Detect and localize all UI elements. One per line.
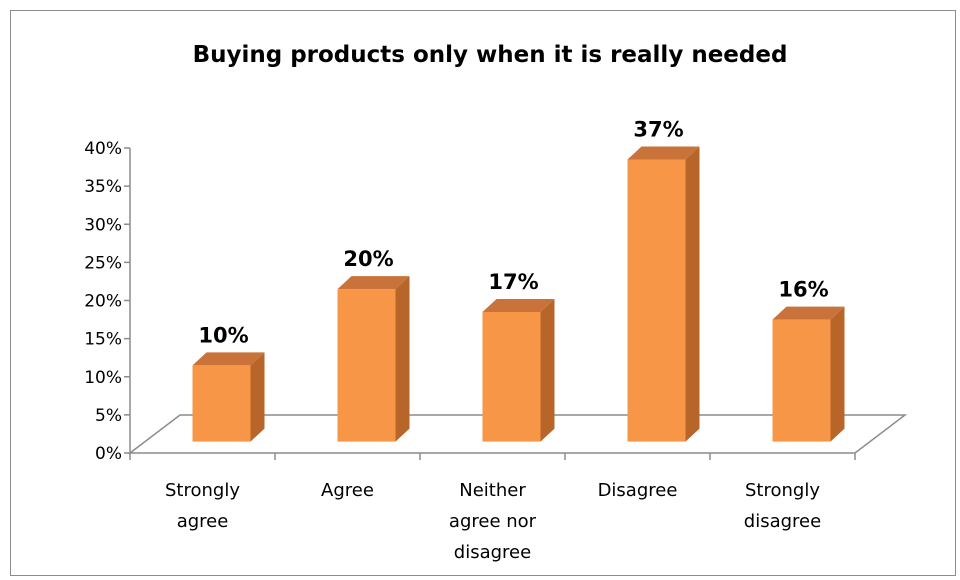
data-label: 17% <box>488 270 538 294</box>
floor-plane <box>127 414 908 454</box>
chart-title: Buying products only when it is really n… <box>193 42 788 68</box>
bar-top <box>337 276 410 290</box>
bar-front <box>337 289 396 442</box>
bar <box>772 306 845 442</box>
chart-frame <box>10 10 956 576</box>
category-label-line: disagree <box>454 542 531 563</box>
category-label-line: Disagree <box>598 480 678 501</box>
bar <box>337 276 410 442</box>
y-tick-label: 15% <box>84 330 122 350</box>
data-label: 37% <box>633 117 683 141</box>
bar-front <box>772 319 831 442</box>
y-tick-label: 40% <box>84 139 122 159</box>
category-labels: Strongly agree Agree Neither agree nor disagr… <box>165 480 821 563</box>
category-label-line: Agree <box>321 480 374 501</box>
category-label: Disagree <box>598 480 678 501</box>
bar-side <box>250 352 265 442</box>
data-labels: 10% 20% 17% 37% 16% <box>198 117 828 347</box>
y-tick-label: 5% <box>95 406 122 426</box>
category-label: Strongly agree <box>165 480 240 532</box>
bar-side <box>540 298 555 442</box>
bar-front <box>192 365 251 442</box>
bar-side <box>830 306 845 442</box>
category-label-line: Strongly <box>745 480 820 501</box>
bar-top <box>192 352 265 366</box>
bar <box>627 146 700 442</box>
category-label-line: Neither <box>459 480 526 501</box>
category-label: Neither agree nor disagree <box>449 480 537 563</box>
y-axis <box>124 147 856 460</box>
bar-side <box>685 146 700 442</box>
bar-front <box>482 311 541 442</box>
y-tick-label: 10% <box>84 368 122 388</box>
data-label: 16% <box>778 278 828 302</box>
category-label: Agree <box>321 480 374 501</box>
category-label: Strongly disagree <box>744 480 821 532</box>
y-tick-label: 25% <box>84 253 122 273</box>
bar-front <box>627 159 686 442</box>
bar-side <box>395 276 410 442</box>
data-label: 10% <box>198 323 248 347</box>
category-label-line: agree nor <box>449 511 537 532</box>
bar-top <box>627 146 700 160</box>
bars <box>192 146 845 442</box>
y-tick-label: 0% <box>95 444 122 464</box>
data-label: 20% <box>343 247 393 271</box>
y-tick-label: 20% <box>84 292 122 312</box>
bar-top <box>482 298 555 312</box>
category-label-line: agree <box>177 511 229 532</box>
bar-top <box>772 306 845 320</box>
y-tick-label: 30% <box>84 215 122 235</box>
bar <box>192 352 265 442</box>
bar <box>482 298 555 442</box>
y-tick-label: 35% <box>84 177 122 197</box>
category-label-line: Strongly <box>165 480 240 501</box>
chart-floor <box>127 414 908 454</box>
category-label-line: disagree <box>744 511 821 532</box>
y-tick-labels: 0% 5% 10% 15% 20% 25% 30% 35% 40% <box>84 139 122 464</box>
